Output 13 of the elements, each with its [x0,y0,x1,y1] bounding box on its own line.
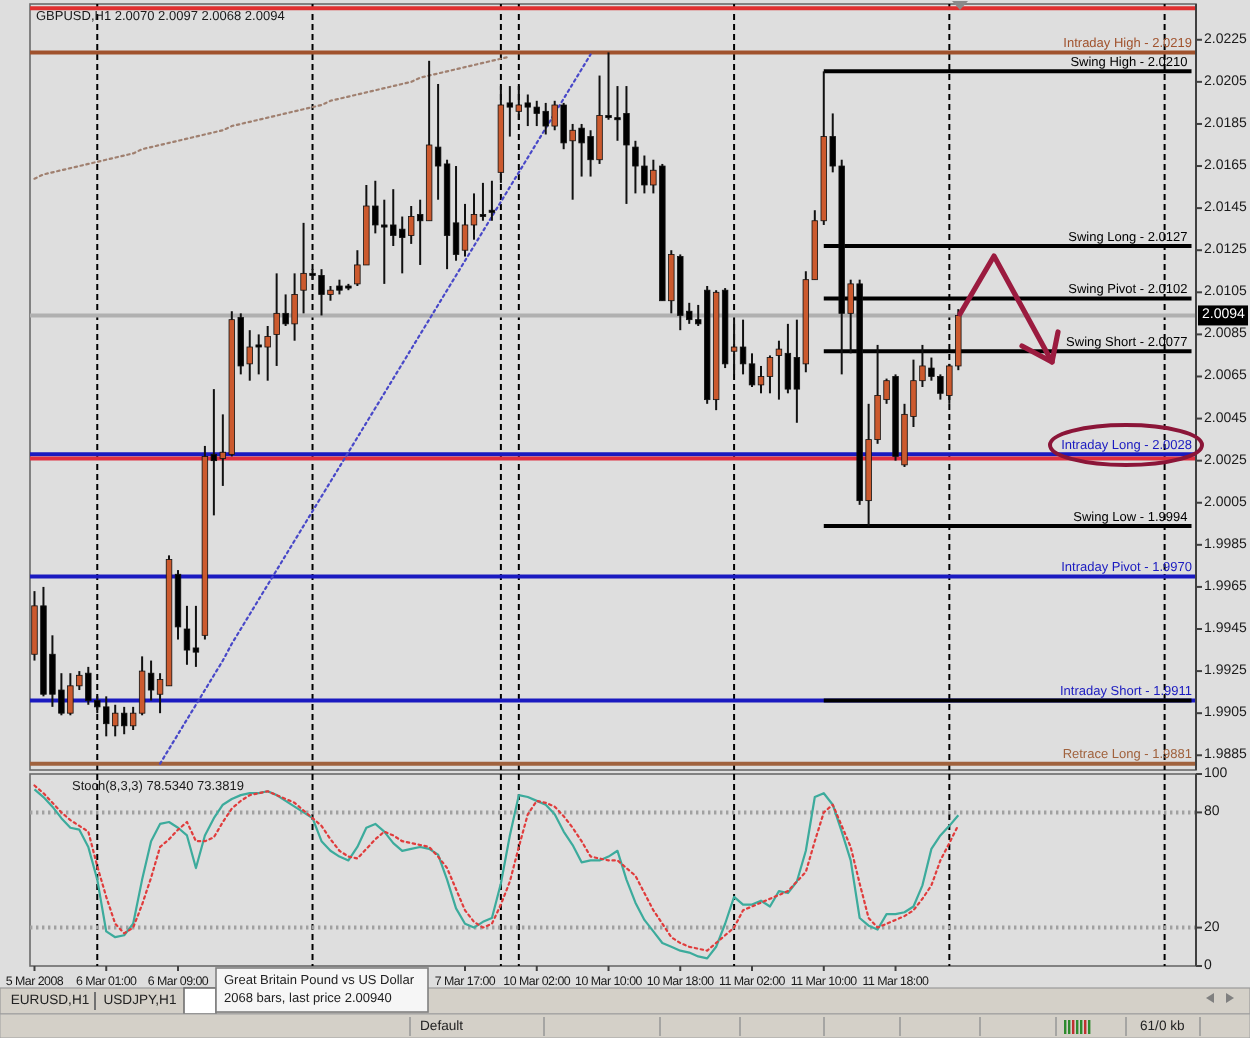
line-series [158,53,592,765]
candlestick [766,354,774,395]
candlestick [748,352,756,388]
candlestick [784,322,792,395]
candlestick [488,179,496,222]
candlestick [192,604,200,668]
candlestick [452,165,460,262]
candlestick [479,181,487,222]
candlestick [461,202,469,258]
line-series [33,55,511,180]
candlestick [183,604,191,666]
candlestick [757,364,765,395]
candlestick [775,339,783,401]
